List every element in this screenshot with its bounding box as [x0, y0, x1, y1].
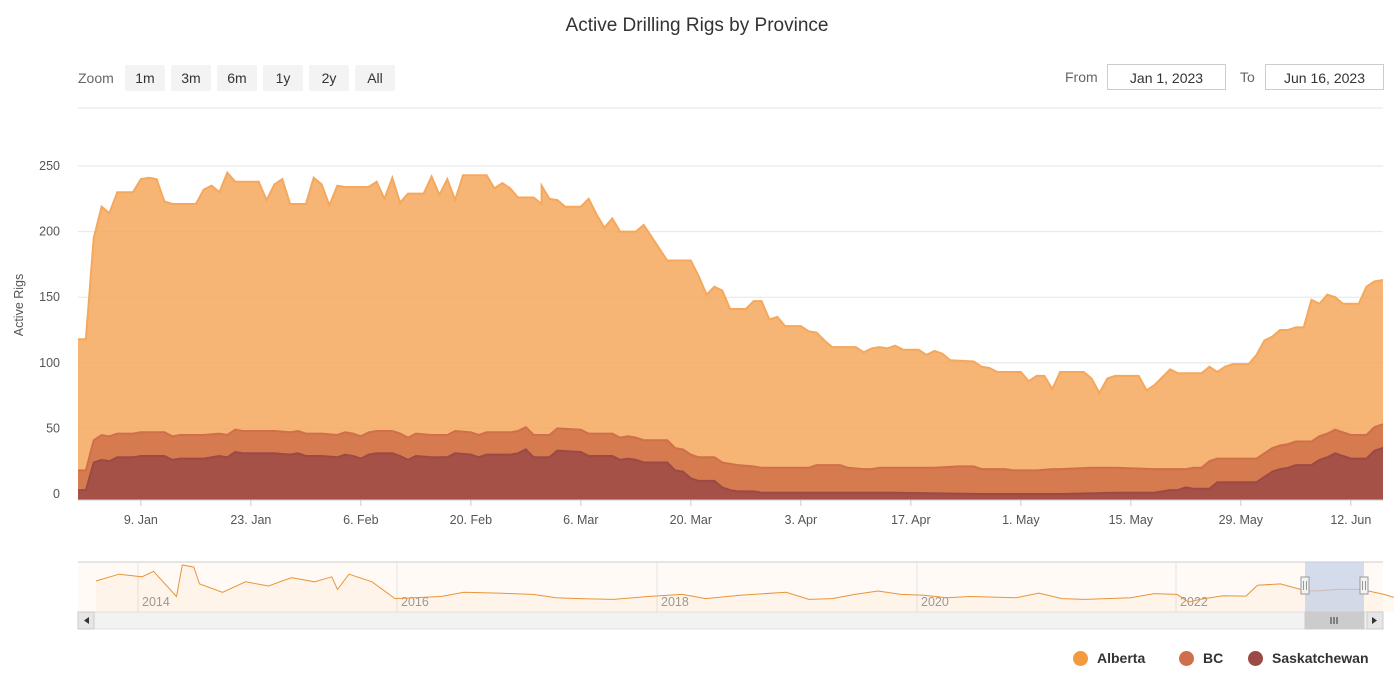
legend-label-saskatchewan: Saskatchewan — [1272, 650, 1369, 666]
navigator-area — [96, 565, 1394, 612]
from-label: From — [1065, 69, 1098, 85]
y-tick-label: 200 — [39, 225, 60, 239]
navigator-year-label: 2020 — [921, 595, 949, 609]
legend-item-saskatchewan[interactable]: Saskatchewan — [1248, 648, 1369, 668]
line-bc — [78, 423, 1383, 472]
x-tick-label: 9. Jan — [124, 513, 158, 527]
legend-dot-bc — [1179, 650, 1194, 666]
zoom-1y-button[interactable]: 1y — [263, 65, 303, 91]
to-label: To — [1240, 69, 1255, 85]
scrollbar-right-button[interactable] — [1366, 611, 1384, 630]
navigator-left-handle[interactable] — [1300, 576, 1310, 595]
x-tick-label: 6. Feb — [343, 513, 378, 527]
y-tick-label: 0 — [53, 487, 60, 501]
y-axis-label: Active Rigs — [12, 274, 26, 337]
zoom-2y-button[interactable]: 2y — [309, 65, 349, 91]
y-tick-label: 50 — [46, 421, 60, 435]
legend-dot-saskatchewan — [1248, 650, 1263, 666]
navigator-selection — [1305, 562, 1364, 612]
x-tick-label: 3. Apr — [785, 513, 818, 527]
line-alberta — [78, 170, 1383, 396]
x-tick-label: 29. May — [1219, 513, 1264, 527]
area-alberta — [78, 172, 1383, 500]
legend-item-alberta[interactable]: Alberta — [1073, 648, 1145, 668]
x-tick-label: 17. Apr — [891, 513, 931, 527]
to-date-input[interactable]: Jun 16, 2023 — [1265, 64, 1384, 90]
zoom-1m-button[interactable]: 1m — [125, 65, 165, 91]
x-tick-label: 20. Feb — [450, 513, 492, 527]
x-tick-label: 15. May — [1109, 513, 1154, 527]
legend-label-alberta: Alberta — [1097, 650, 1146, 666]
x-tick-label: 6. Mar — [563, 513, 598, 527]
zoom-3m-button[interactable]: 3m — [171, 65, 211, 91]
navigator-right-handle[interactable] — [1359, 576, 1369, 595]
chart-title: Active Drilling Rigs by Province — [565, 15, 829, 36]
x-tick-label: 23. Jan — [230, 513, 271, 527]
zoom-label: Zoom — [78, 70, 114, 86]
legend-item-bc[interactable]: BC — [1179, 648, 1223, 668]
scrollbar-thumb[interactable] — [1304, 611, 1365, 630]
zoom-all-button[interactable]: All — [355, 65, 395, 91]
zoom-6m-button[interactable]: 6m — [217, 65, 257, 91]
x-tick-label: 12. Jun — [1330, 513, 1371, 527]
scrollbar-left-button[interactable] — [77, 611, 95, 630]
navigator-year-label: 2022 — [1180, 595, 1208, 609]
x-tick-label: 20. Mar — [670, 513, 712, 527]
x-tick-label: 1. May — [1002, 513, 1040, 527]
area-series-group — [78, 170, 1383, 500]
y-tick-label: 100 — [39, 356, 60, 370]
scrollbar-track — [77, 611, 1384, 630]
area-saskatchewan — [78, 448, 1383, 500]
y-tick-label: 250 — [39, 159, 60, 173]
navigator-background — [78, 562, 1383, 612]
navigator-year-label: 2018 — [661, 595, 689, 609]
navigator-line — [95, 564, 1394, 603]
navigator-year-label: 2014 — [142, 595, 170, 609]
y-tick-label: 150 — [39, 290, 60, 304]
line-saskatchewan — [78, 447, 1383, 495]
legend-label-bc: BC — [1203, 650, 1224, 666]
from-date-input[interactable]: Jan 1, 2023 — [1107, 64, 1226, 90]
legend-dot-alberta — [1073, 650, 1088, 666]
